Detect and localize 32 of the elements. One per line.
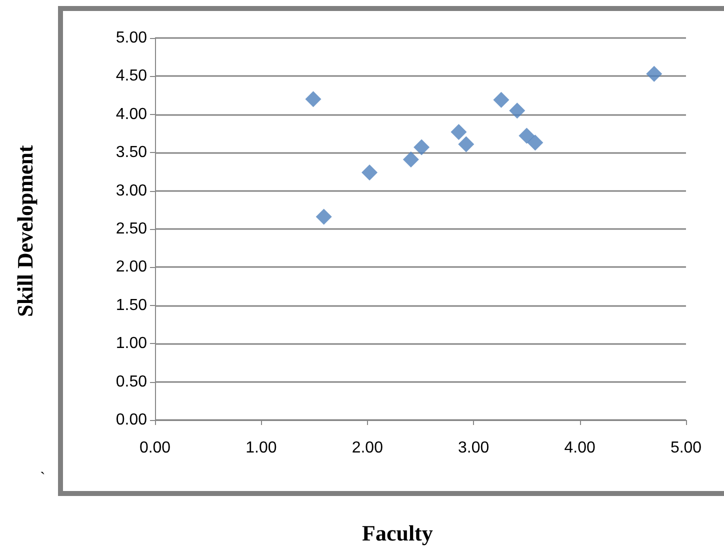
x-tick-label: 3.00 [458,440,490,456]
y-tick-label: 2.50 [116,220,148,238]
point [362,164,378,180]
y-tick-label: 4.50 [116,68,148,85]
x-axis-title: Faculty [362,520,433,546]
point [518,128,535,144]
x-tick-label: 2.00 [352,440,384,456]
y-tick-label: 3.50 [116,144,148,162]
point [305,91,322,108]
y-axis-title: Skill Development [12,144,38,317]
y-tick-label: 5.00 [116,30,148,46]
point [458,136,474,152]
y-tick-label: 1.50 [116,296,148,314]
point [509,102,526,119]
point [646,66,662,82]
point [402,151,419,168]
point [527,134,544,151]
y-tick-label: 1.00 [116,335,148,352]
y-tick-label: 4.00 [116,106,148,123]
point [316,208,332,225]
point [414,139,430,156]
x-tick-label: 0.00 [139,440,171,456]
point [493,92,510,108]
y-tick-label: 2.00 [116,258,148,276]
y-tick-label: 0.50 [116,373,148,390]
point [450,124,467,140]
x-tick-label: 1.00 [246,440,277,456]
y-tick-label: 0.00 [116,412,148,428]
text: ` [40,470,46,488]
x-tick-label: 4.00 [564,440,596,456]
y-tick-label: 3.00 [116,182,148,200]
x-tick-label: 5.00 [670,440,702,456]
